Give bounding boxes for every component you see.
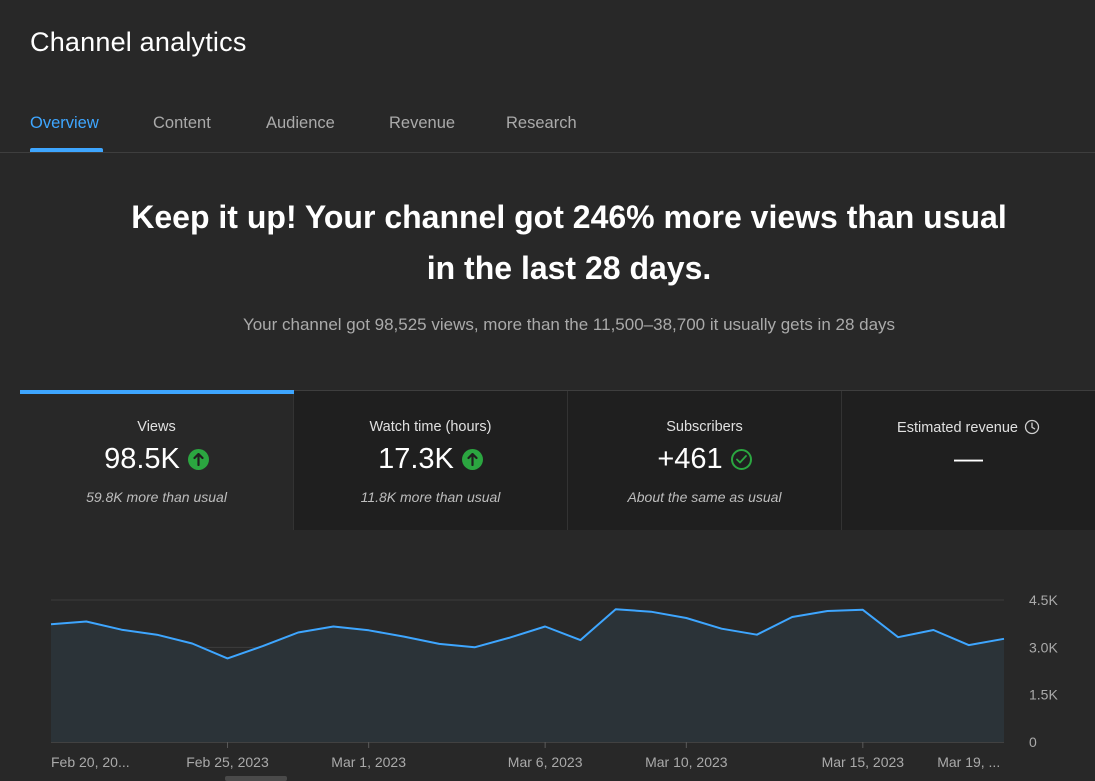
tab-overview[interactable]: Overview xyxy=(30,114,99,132)
metric-label: Subscribers xyxy=(666,419,743,435)
x-tick-label: Mar 6, 2023 xyxy=(508,754,583,770)
arrow-up-icon xyxy=(187,449,209,470)
active-tab-indicator xyxy=(30,148,103,152)
arrow-up-icon xyxy=(461,449,483,470)
metric-label-row: Estimated revenue xyxy=(842,419,1095,436)
summary-headline: Keep it up! Your channel got 246% more v… xyxy=(0,192,1095,294)
y-tick-label: 1.5K xyxy=(1029,687,1058,703)
metric-card-watch-time[interactable]: Watch time (hours) 17.3K 11.8K more than… xyxy=(294,391,568,531)
check-circle-icon xyxy=(730,449,752,470)
metric-card-estimated-revenue[interactable]: Estimated revenue — xyxy=(842,391,1095,531)
x-tick-label: Mar 15, 2023 xyxy=(822,754,905,770)
tab-content[interactable]: Content xyxy=(153,114,211,132)
tab-audience[interactable]: Audience xyxy=(266,114,335,132)
page-title: Channel analytics xyxy=(30,27,247,57)
summary-subline: Your channel got 98,525 views, more than… xyxy=(242,315,896,334)
metric-value-row: — xyxy=(842,443,1095,476)
headline-line-2: in the last 28 days. xyxy=(426,250,712,286)
metric-note: About the same as usual xyxy=(627,489,782,505)
metric-value-row: 98.5K xyxy=(20,443,293,476)
metric-value-row: 17.3K xyxy=(294,443,567,476)
metric-value: — xyxy=(954,443,983,475)
metric-label: Estimated revenue xyxy=(897,420,1018,436)
x-tick-label: Feb 25, 2023 xyxy=(186,754,269,770)
x-tick-label: Mar 19, ... xyxy=(937,754,1000,770)
tab-revenue[interactable]: Revenue xyxy=(389,114,456,132)
x-tick-label: Mar 1, 2023 xyxy=(331,754,406,770)
metric-card-views[interactable]: Views 98.5K 59.8K more than usual xyxy=(20,390,294,531)
metric-value: 98.5K xyxy=(104,443,180,475)
tab-research[interactable]: Research xyxy=(506,114,577,132)
metric-value: 17.3K xyxy=(378,443,454,475)
views-chart: 4.5K 3.0K 1.5K 0 Feb 20, 20... Feb 25, 2023 Ma… xyxy=(0,530,1095,781)
clock-icon xyxy=(1024,419,1040,435)
metric-note: 11.8K more than usual xyxy=(360,489,501,505)
metric-note: 59.8K more than usual xyxy=(86,489,227,505)
horizontal-scrollbar[interactable] xyxy=(225,776,287,781)
x-tick-label: Feb 20, 20... xyxy=(51,754,130,770)
tab-bar: Overview Content Audience Revenue Resear… xyxy=(0,100,1095,153)
series-line xyxy=(50,608,1005,660)
metric-value-row: +461 xyxy=(568,443,841,476)
y-tick-label: 0 xyxy=(1029,734,1037,750)
y-tick-label: 3.0K xyxy=(1029,639,1058,655)
metric-label: Watch time (hours) xyxy=(369,419,492,435)
headline-line-1: Keep it up! Your channel got 246% more v… xyxy=(131,199,1007,235)
views-chart-svg: 4.5K 3.0K 1.5K 0 Feb 20, 20... Feb 25, 2023 Ma… xyxy=(50,592,1058,770)
metric-cards: Views 98.5K 59.8K more than usual Watch … xyxy=(20,390,1095,531)
x-tick-label: Mar 10, 2023 xyxy=(645,754,728,770)
metric-value: +461 xyxy=(657,443,723,475)
series-area xyxy=(51,609,1004,742)
metric-label: Views xyxy=(137,419,176,435)
metric-card-subscribers[interactable]: Subscribers +461 About the same as usual xyxy=(568,391,842,531)
y-tick-label: 4.5K xyxy=(1029,592,1058,608)
